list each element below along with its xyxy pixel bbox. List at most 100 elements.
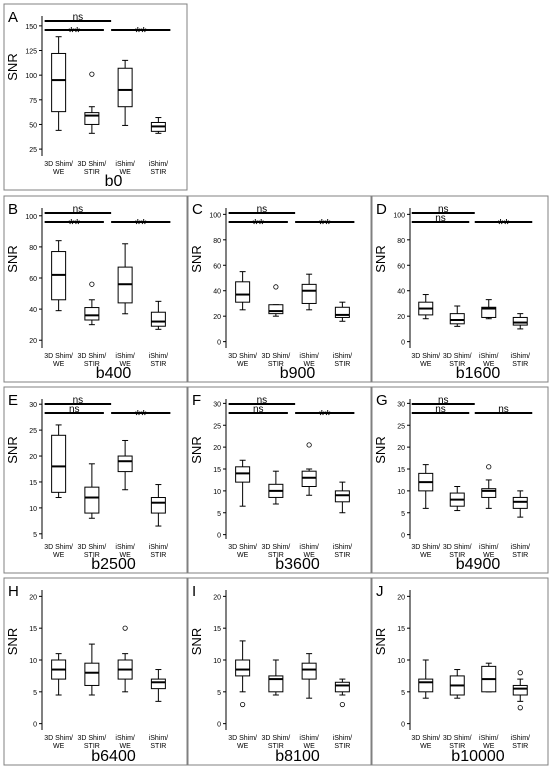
significance-label: ** bbox=[319, 407, 331, 424]
y-tick-label: 15 bbox=[397, 467, 405, 474]
iqr-box bbox=[268, 304, 284, 315]
iqr-box bbox=[235, 659, 251, 677]
outlier-point bbox=[517, 705, 523, 711]
y-tick-label: 0 bbox=[217, 722, 221, 729]
y-tick-label: 80 bbox=[29, 245, 37, 252]
x-tick-label: iShim/ bbox=[115, 161, 135, 168]
x-tick-label: STIR bbox=[512, 361, 528, 368]
panel-letter: A bbox=[8, 9, 18, 26]
panel-frame bbox=[3, 577, 188, 766]
iqr-box bbox=[449, 313, 465, 325]
y-tick-label: 5 bbox=[217, 511, 221, 518]
y-axis-label: SNR bbox=[5, 628, 20, 655]
box-4 bbox=[150, 669, 166, 702]
box-1 bbox=[235, 640, 251, 708]
iqr-box bbox=[150, 678, 166, 690]
x-tick-label: WE bbox=[119, 169, 131, 176]
y-axis-label: SNR bbox=[189, 245, 204, 272]
x-tick-label: STIR bbox=[84, 743, 100, 750]
y-tick-label: 80 bbox=[397, 238, 405, 245]
x-tick-label: WE bbox=[119, 743, 131, 750]
box-1 bbox=[235, 459, 251, 507]
y-tick-label: 100 bbox=[209, 212, 221, 219]
panel-frame bbox=[371, 386, 549, 574]
outlier-point bbox=[517, 670, 523, 676]
y-tick-label: 20 bbox=[397, 314, 405, 321]
x-tick-label: STIR bbox=[150, 552, 166, 559]
y-tick-label: 10 bbox=[29, 506, 37, 513]
x-tick-label: STIR bbox=[334, 743, 350, 750]
panel-letter: C bbox=[192, 201, 203, 218]
box-1 bbox=[51, 240, 67, 312]
box-3 bbox=[301, 442, 317, 496]
iqr-box bbox=[301, 662, 317, 680]
box-1 bbox=[418, 659, 434, 699]
x-tick-label: 3D Shim/ bbox=[261, 544, 290, 551]
iqr-box bbox=[84, 307, 100, 321]
x-tick-label: WE bbox=[420, 552, 432, 559]
box-1 bbox=[51, 424, 67, 499]
panel-letter: F bbox=[192, 392, 201, 409]
outlier-point bbox=[89, 71, 95, 77]
x-tick-label: WE bbox=[119, 361, 131, 368]
x-tick-label: STIR bbox=[449, 361, 465, 368]
box-1 bbox=[51, 653, 67, 696]
significance-label: ns bbox=[69, 404, 80, 415]
y-tick-label: 25 bbox=[397, 423, 405, 430]
panel-title: b10000 bbox=[451, 748, 504, 765]
x-tick-label: iShim/ bbox=[299, 735, 319, 742]
x-tick-label: WE bbox=[237, 743, 249, 750]
x-tick-label: 3D Shim/ bbox=[443, 544, 472, 551]
panel-title: b8100 bbox=[275, 748, 320, 765]
y-tick-label: 150 bbox=[25, 24, 37, 31]
box-2 bbox=[449, 305, 465, 327]
box-3 bbox=[117, 243, 133, 315]
box-2 bbox=[84, 281, 100, 326]
x-tick-label: WE bbox=[237, 552, 249, 559]
box-3 bbox=[481, 662, 497, 693]
panel-letter: G bbox=[376, 392, 388, 409]
x-tick-label: WE bbox=[53, 361, 65, 368]
x-tick-label: iShim/ bbox=[149, 735, 169, 742]
panel-letter: D bbox=[376, 201, 387, 218]
y-tick-label: 30 bbox=[397, 401, 405, 408]
y-tick-label: 10 bbox=[397, 489, 405, 496]
x-tick-label: 3D Shim/ bbox=[77, 544, 106, 551]
box-4 bbox=[512, 490, 528, 518]
y-tick-label: 5 bbox=[33, 690, 37, 697]
y-tick-label: 10 bbox=[213, 489, 221, 496]
x-tick-label: iShim/ bbox=[299, 353, 319, 360]
box-2 bbox=[84, 71, 100, 134]
x-tick-label: 3D Shim/ bbox=[44, 161, 73, 168]
panel-letter: B bbox=[8, 201, 18, 218]
iqr-box bbox=[235, 281, 251, 303]
x-tick-label: iShim/ bbox=[511, 544, 531, 551]
x-tick-label: STIR bbox=[150, 361, 166, 368]
x-tick-label: 3D Shim/ bbox=[77, 735, 106, 742]
box-4 bbox=[150, 117, 166, 134]
y-tick-label: 0 bbox=[401, 722, 405, 729]
x-tick-label: WE bbox=[53, 552, 65, 559]
y-tick-label: 5 bbox=[401, 690, 405, 697]
y-tick-label: 10 bbox=[397, 658, 405, 665]
box-4 bbox=[334, 301, 350, 322]
outlier-point bbox=[122, 625, 128, 631]
x-tick-label: iShim/ bbox=[333, 735, 353, 742]
y-tick-label: 10 bbox=[213, 658, 221, 665]
x-tick-label: 3D Shim/ bbox=[443, 353, 472, 360]
x-tick-label: STIR bbox=[449, 552, 465, 559]
x-tick-label: iShim/ bbox=[149, 353, 169, 360]
x-tick-label: WE bbox=[303, 361, 315, 368]
significance-label: ns bbox=[438, 204, 449, 215]
panel-frame bbox=[3, 386, 188, 574]
x-tick-label: iShim/ bbox=[479, 544, 499, 551]
panel-title: b400 bbox=[96, 365, 132, 382]
x-tick-label: 3D Shim/ bbox=[411, 353, 440, 360]
x-tick-label: iShim/ bbox=[149, 161, 169, 168]
panel-letter: H bbox=[8, 583, 19, 600]
y-axis-label: SNR bbox=[5, 245, 20, 272]
x-tick-label: STIR bbox=[268, 552, 284, 559]
